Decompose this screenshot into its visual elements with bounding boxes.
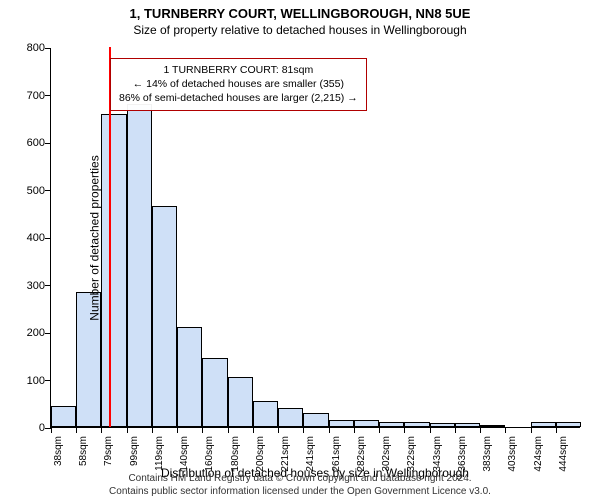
y-tick: [45, 48, 51, 49]
annotation-box: 1 TURNBERRY COURT: 81sqm ← 14% of detach…: [110, 58, 367, 111]
chart-subtitle: Size of property relative to detached ho…: [0, 21, 600, 37]
histogram-bar: [455, 423, 480, 427]
histogram-bar: [430, 423, 455, 427]
histogram-bar: [329, 420, 354, 427]
footer-line: Contains HM Land Registry data © Crown c…: [0, 473, 600, 486]
y-tick-label: 800: [27, 42, 45, 54]
histogram-bar: [177, 327, 202, 427]
x-tick: [354, 427, 355, 433]
x-tick: [101, 427, 102, 433]
y-tick: [45, 143, 51, 144]
y-tick-label: 300: [27, 280, 45, 292]
histogram-bar: [253, 401, 278, 427]
histogram-bar: [202, 358, 227, 427]
y-tick: [45, 333, 51, 334]
x-tick: [455, 427, 456, 433]
histogram-bar: [404, 422, 429, 427]
footer: Contains HM Land Registry data © Crown c…: [0, 473, 600, 498]
x-tick: [480, 427, 481, 433]
histogram-bar: [354, 420, 379, 427]
annotation-line: ← 14% of detached houses are smaller (35…: [119, 77, 358, 91]
y-axis-label: Number of detached properties: [88, 155, 102, 320]
chart-area: 010020030040050060070080038sqm58sqm79sqm…: [50, 48, 580, 428]
histogram-bar: [480, 425, 505, 427]
histogram-bar: [51, 406, 76, 427]
histogram-bar: [278, 408, 303, 427]
y-tick-label: 200: [27, 327, 45, 339]
x-tick: [228, 427, 229, 433]
histogram-bar: [228, 377, 253, 427]
x-tick: [556, 427, 557, 433]
histogram-bar: [303, 413, 328, 427]
x-tick: [202, 427, 203, 433]
y-tick-label: 100: [27, 375, 45, 387]
histogram-bar: [127, 104, 152, 427]
histogram-bar: [152, 206, 177, 427]
y-tick-label: 400: [27, 232, 45, 244]
annotation-line: 1 TURNBERRY COURT: 81sqm: [119, 63, 358, 77]
x-tick: [152, 427, 153, 433]
x-tick: [303, 427, 304, 433]
y-tick-label: 500: [27, 185, 45, 197]
y-tick: [45, 190, 51, 191]
chart-title: 1, TURNBERRY COURT, WELLINGBOROUGH, NN8 …: [0, 0, 600, 21]
y-tick-label: 700: [27, 90, 45, 102]
footer-line: Contains public sector information licen…: [0, 486, 600, 499]
histogram-bar: [531, 422, 556, 427]
histogram-bar: [101, 114, 126, 428]
x-tick: [379, 427, 380, 433]
y-tick-label: 600: [27, 137, 45, 149]
x-tick: [278, 427, 279, 433]
y-tick-label: 0: [39, 422, 45, 434]
x-tick: [531, 427, 532, 433]
x-tick: [127, 427, 128, 433]
x-tick: [177, 427, 178, 433]
x-tick: [404, 427, 405, 433]
histogram-bar: [556, 422, 581, 427]
x-tick: [253, 427, 254, 433]
x-tick: [76, 427, 77, 433]
annotation-line: 86% of semi-detached houses are larger (…: [119, 91, 358, 105]
x-tick: [505, 427, 506, 433]
x-tick: [329, 427, 330, 433]
y-tick: [45, 285, 51, 286]
x-tick: [430, 427, 431, 433]
y-tick: [45, 95, 51, 96]
y-tick: [45, 238, 51, 239]
x-tick: [51, 427, 52, 433]
histogram-bar: [379, 422, 404, 427]
y-tick: [45, 380, 51, 381]
